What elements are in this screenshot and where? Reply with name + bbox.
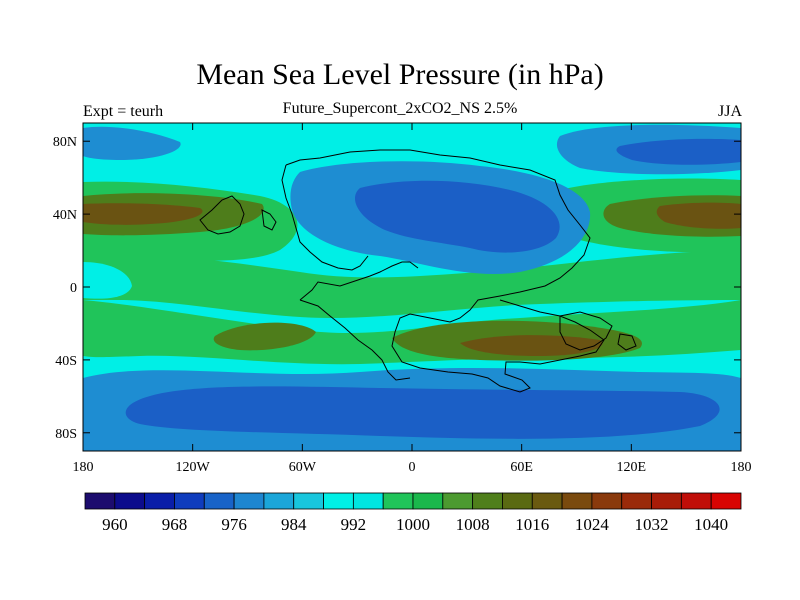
lon-tick-label: 60W [289, 460, 317, 475]
latitude-axis: 80N 40N 0 40S 80S [53, 135, 741, 442]
field-brown-southern-core [460, 335, 603, 356]
field-olive-southern-high [213, 322, 316, 351]
colorbar-swatch [591, 492, 623, 510]
pressure-map [83, 123, 741, 451]
colorbar-swatch [710, 492, 742, 510]
coastline-supercontinent [281, 149, 605, 393]
colorbar-label: 1032 [635, 515, 669, 534]
lat-tick-label: 40N [53, 208, 77, 223]
experiment-label: Expt = teurh [83, 103, 164, 120]
coastline-southeast-islands [559, 311, 637, 351]
colorbar-label: 1008 [456, 515, 490, 534]
lon-tick-label: 180 [731, 460, 752, 475]
lat-tick-label: 40S [55, 354, 77, 369]
colorbar-label: 968 [162, 515, 188, 534]
colorbar-label: 1040 [694, 515, 728, 534]
colorbar-label: 1024 [575, 515, 610, 534]
colorbar-swatch [352, 492, 384, 510]
colorbar-labels: 960 968 976 984 992 1000 1008 1016 1024 1032 1040 [102, 515, 728, 534]
lon-tick-label: 180 [73, 460, 94, 475]
colorbar-swatch [323, 492, 354, 510]
colorbar-swatch [84, 492, 116, 510]
colorbar-swatch [502, 492, 533, 510]
field-deep-low-arctic-east [616, 138, 741, 165]
colorbar-swatch [621, 492, 652, 510]
colorbar-swatch [233, 492, 265, 510]
field-deep-low-continental [354, 180, 560, 253]
colorbar-label: 992 [341, 515, 367, 534]
field-brown-northern-high-east [656, 202, 741, 229]
colorbar-swatch [651, 492, 682, 510]
colorbar-swatch [561, 492, 593, 510]
colorbar-label: 976 [221, 515, 247, 534]
lon-tick-label: 0 [409, 460, 416, 475]
colorbar [84, 492, 742, 510]
lon-tick-label: 60E [510, 460, 533, 475]
coastline-western-islands [199, 195, 277, 235]
colorbar-swatch [442, 492, 474, 510]
plot-subtitle: Future_Supercont_2xCO2_NS 2.5% [282, 100, 518, 117]
colorbar-swatch [203, 492, 235, 510]
field-brown-northern-high-west [83, 203, 203, 225]
colorbar-label: 1016 [515, 515, 549, 534]
colorbar-swatch [174, 492, 205, 510]
colorbar-swatch [531, 492, 563, 510]
colorbar-swatch [680, 492, 712, 510]
colorbar-label: 1000 [396, 515, 430, 534]
colorbar-swatch [114, 492, 146, 510]
colorbar-swatch [382, 492, 414, 510]
colorbar-swatch [263, 492, 295, 510]
colorbar-swatch [412, 492, 444, 510]
colorbar-swatch [472, 492, 503, 510]
colorbar-swatch [293, 492, 324, 510]
page-title: Mean Sea Level Pressure (in hPa) [196, 58, 604, 91]
lat-tick-label: 80S [55, 427, 77, 442]
field-cyan-equatorial-patch [83, 262, 132, 299]
season-label: JJA [717, 103, 742, 120]
colorbar-label: 960 [102, 515, 128, 534]
lat-tick-label: 80N [53, 135, 77, 150]
longitude-axis: 180 120W 60W 0 60E 120E 180 [73, 123, 752, 475]
field-low-arctic-west [83, 126, 181, 160]
lon-tick-label: 120E [617, 460, 647, 475]
field-green-equatorial [83, 250, 741, 318]
field-deep-low-southern [125, 386, 720, 439]
lat-tick-label: 0 [70, 281, 77, 296]
colorbar-swatch [144, 492, 175, 510]
lon-tick-label: 120W [176, 460, 211, 475]
colorbar-label: 984 [281, 515, 307, 534]
